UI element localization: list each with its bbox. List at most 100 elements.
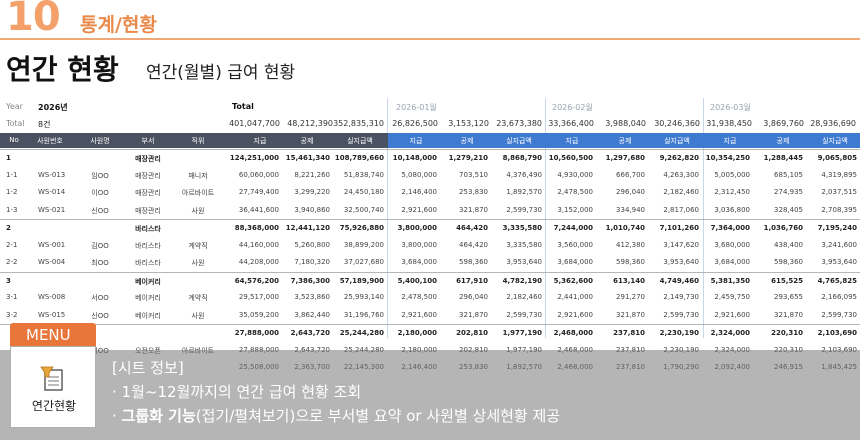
cell-name: 최OO: [91, 259, 109, 267]
cell-deduct: 1,036,760: [763, 224, 803, 232]
cell-pay: 3,684,000: [557, 258, 593, 266]
cell-deduct: 1,010,740: [605, 224, 645, 232]
section-name: 통계/현황: [80, 14, 157, 36]
col-pay[interactable]: 지급: [253, 137, 267, 145]
period-total-pay: 31,938,450: [706, 119, 752, 128]
cell-net: 38,899,200: [343, 240, 384, 249]
cell-deduct: 202,810: [456, 329, 488, 337]
cell-pay: 36,441,600: [238, 205, 279, 214]
period-total-net: 30,246,360: [654, 119, 700, 128]
cell-dept: 바리스타: [135, 241, 161, 250]
table-row[interactable]: 1-1 WS-013 임OO 매장관리 매니저 60,060,000 8,221,260 51…: [0, 167, 860, 183]
cell-pay: 2,459,750: [714, 293, 750, 301]
table-row[interactable]: 이OO오전오픈아르바이트27,888,0002,643,72025,244,28…: [0, 342, 860, 358]
cell-net: 3,335,580: [506, 240, 542, 249]
total-pay: 401,047,700: [229, 119, 280, 128]
year-value[interactable]: 2026년: [38, 103, 68, 112]
cell-deduct: 321,870: [459, 310, 488, 319]
cell-pay: 3,800,000: [397, 224, 437, 232]
cell-deduct: 7,386,300: [290, 276, 330, 285]
cell-deduct: 615,525: [771, 276, 803, 285]
cell-net: 4,319,895: [821, 170, 857, 179]
col-deduct[interactable]: 공제: [776, 137, 790, 145]
table-row[interactable]: 1-2 WS-014 이OO 매장관리 아르바이트 27,749,400 3,299,220…: [0, 184, 860, 200]
col-deduct[interactable]: 공제: [300, 137, 314, 145]
cell-net: 2,149,730: [663, 293, 699, 301]
col-deduct[interactable]: 공제: [460, 137, 474, 145]
table-row[interactable]: 1-3 WS-021 신OO 매장관리 사원 36,441,600 3,940,860 32,…: [0, 202, 860, 218]
cell-net: 2,230,190: [639, 346, 699, 354]
cell-pay: 44,208,000: [238, 258, 279, 266]
cell-pay: 27,888,000: [219, 346, 279, 354]
col-net[interactable]: 실지급액: [347, 137, 373, 145]
table-row[interactable]: 3-1 WS-008 서OO 베이커리 계약직 29,517,000 3,523,860 25…: [0, 289, 860, 305]
cell-deduct: 3,862,440: [294, 310, 330, 319]
cell-pay: 5,381,350: [710, 276, 750, 285]
period-total-deduct: 3,153,120: [448, 119, 489, 128]
cell-deduct: 1,288,445: [763, 154, 803, 162]
total-deduct: 48,212,390: [287, 119, 333, 128]
col-deduct[interactable]: 공제: [618, 137, 632, 145]
cell-pay: 2,441,000: [557, 293, 593, 301]
cell-deduct: 666,700: [616, 170, 645, 179]
cell-pay: 29,517,000: [238, 293, 279, 301]
cell-net: 2,599,730: [821, 310, 857, 319]
cell-net: 8,868,790: [502, 154, 542, 162]
col-no[interactable]: No: [9, 136, 19, 144]
cell-deduct: 3,299,220: [294, 188, 330, 196]
cell-net: 108,789,660: [334, 154, 384, 162]
cell-net: 4,782,190: [502, 276, 542, 285]
cell-no: 3: [6, 276, 11, 285]
cell-net: 25,244,280: [339, 329, 384, 337]
table-row[interactable]: 2-1 WS-001 김OO 바리스타 계약직 44,160,000 5,260,800 38…: [0, 237, 860, 253]
table-row[interactable]: 3-2 WS-015 신OO 베이커리 사원 35,059,200 3,862,440 31,…: [0, 307, 860, 323]
cell-pay: 35,059,200: [238, 310, 279, 319]
cell-pay: 10,148,000: [392, 154, 437, 162]
cell-dept: 매장관리: [135, 171, 161, 180]
cell-deduct: 8,221,260: [294, 170, 330, 179]
col-pay[interactable]: 지급: [723, 137, 737, 145]
cell-dept: 매장관리: [135, 155, 161, 163]
group-row[interactable]: 2 바리스타 88,368,000 12,441,120 75,926,880 3,800…: [0, 219, 860, 235]
cell-pay: 5,080,000: [401, 170, 437, 179]
group-row[interactable]: 3 베이커리 64,576,200 7,386,300 57,189,900 5,400,…: [0, 271, 860, 288]
period-divider: [703, 98, 704, 338]
cell-pay: 5,362,600: [553, 276, 593, 285]
cell-pay: 3,800,000: [401, 240, 437, 249]
col-emp-id[interactable]: 사원번호: [37, 137, 63, 145]
cell-net: 25,244,280: [324, 346, 384, 354]
col-net[interactable]: 실지급액: [664, 137, 690, 145]
period-total-deduct: 3,988,040: [605, 119, 646, 128]
cell-net: 3,335,580: [502, 224, 542, 232]
cell-deduct: 253,830: [459, 188, 488, 196]
period-total-net: 28,936,690: [810, 119, 856, 128]
cell-no: 2: [6, 224, 11, 232]
info-line-1: · 1월~12월까지의 연간 급여 현황 조회: [112, 383, 362, 401]
col-pay[interactable]: 지급: [409, 137, 423, 145]
menu-item-annual-status[interactable]: 연간현황: [10, 346, 96, 428]
cell-net: 2,182,460: [506, 293, 542, 301]
col-net[interactable]: 실지급액: [506, 137, 532, 145]
cell-dept: 베이커리: [135, 277, 161, 286]
cell-pay: 2,312,450: [714, 188, 750, 196]
total-label: Total: [6, 119, 25, 128]
col-position[interactable]: 직위: [191, 137, 205, 145]
cell-pay: 64,576,200: [234, 276, 279, 285]
col-pay[interactable]: 지급: [565, 137, 579, 145]
fixed-header-band: [0, 133, 388, 148]
cell-deduct: 598,360: [459, 258, 488, 266]
group-row[interactable]: 1 매장관리 124,251,000 15,461,340 108,789,660 10,…: [0, 149, 860, 165]
cell-no: 3-2: [6, 310, 18, 319]
cell-deduct: 464,420: [459, 240, 488, 249]
col-name[interactable]: 사원명: [90, 137, 110, 145]
cell-deduct: 438,400: [774, 240, 803, 249]
cell-deduct: 2,643,720: [270, 346, 330, 354]
cell-net: 1,977,190: [482, 346, 542, 354]
group-row[interactable]: 27,888,000 2,643,720 25,244,280 2,180,000 20…: [0, 324, 860, 340]
cell-pay: 2,921,600: [557, 310, 593, 319]
col-dept[interactable]: 부서: [141, 137, 155, 145]
table-row[interactable]: 2-2 WS-004 최OO 바리스타 사원 44,208,000 7,180,320 37,…: [0, 254, 860, 270]
menu-tab[interactable]: MENU: [10, 323, 96, 348]
col-net[interactable]: 실지급액: [822, 137, 848, 145]
cell-position: 사원: [191, 259, 205, 267]
